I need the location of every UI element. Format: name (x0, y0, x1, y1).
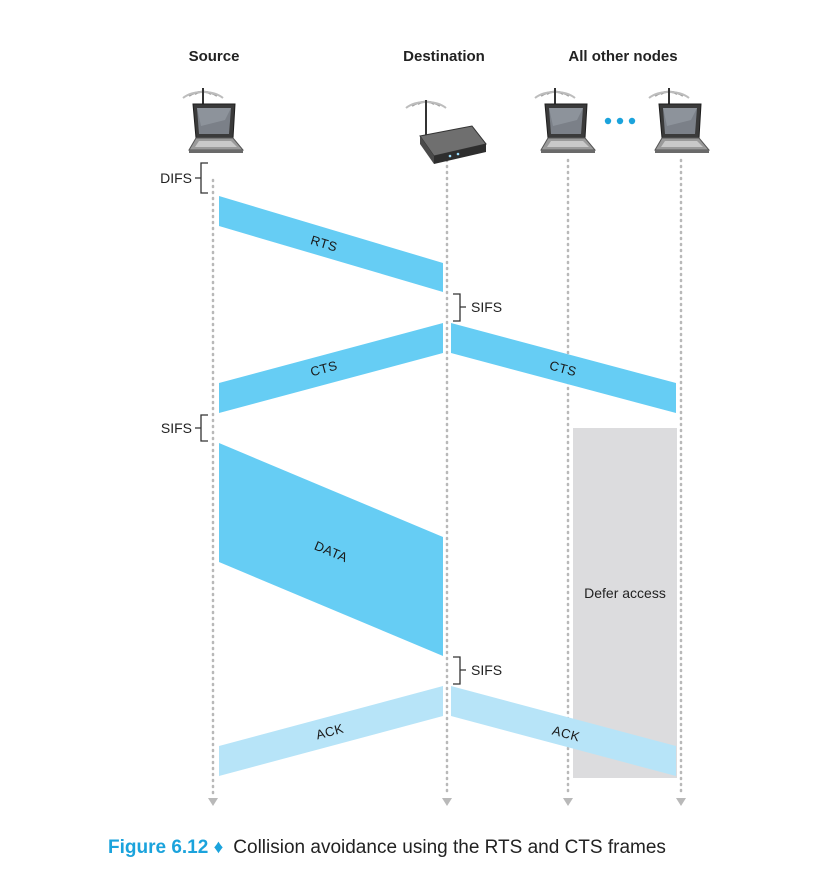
cts-label-others: CTS (548, 358, 578, 380)
defer-access-region (573, 428, 677, 778)
timeline-other-node-1 (563, 158, 573, 806)
sifs-label-destination-2: SIFS (471, 662, 502, 678)
ellipsis-icon (604, 117, 636, 125)
ack-label-source: ACK (314, 721, 345, 743)
figure-caption: Figure 6.12 ♦ Collision avoidance using … (108, 837, 666, 858)
figure-number: Figure 6.12 ♦ (108, 837, 224, 858)
cts-frame-to-others (451, 323, 676, 413)
ack-label-others: ACK (551, 723, 582, 745)
sifs-bracket-source (195, 414, 208, 442)
ack-frame-to-others (451, 686, 676, 776)
data-frame (219, 443, 443, 656)
destination-label: Destination (403, 48, 485, 65)
difs-bracket (195, 162, 208, 194)
source-laptop-icon (183, 88, 243, 153)
source-label: Source (189, 48, 240, 65)
cts-frame-to-source (219, 323, 443, 413)
access-point-icon (405, 100, 487, 164)
sifs-label-destination-1: SIFS (471, 299, 502, 315)
figure-caption-text: Collision avoidance using the RTS and CT… (233, 837, 666, 858)
other-node-laptop-icon-2 (649, 88, 709, 153)
sifs-bracket-destination-2 (453, 656, 466, 685)
rts-frame (219, 196, 443, 292)
ack-frame-to-source (219, 686, 443, 776)
defer-access-label: Defer access (584, 585, 666, 601)
other-node-laptop-icon-1 (535, 88, 595, 153)
sifs-bracket-destination-1 (453, 293, 466, 322)
timeline-destination (442, 158, 452, 806)
difs-label: DIFS (160, 170, 192, 186)
cts-label-source: CTS (309, 358, 339, 380)
timeline-other-node-2 (676, 158, 686, 806)
sifs-label-source: SIFS (161, 420, 192, 436)
timeline-source (208, 178, 218, 806)
others-label: All other nodes (568, 48, 677, 65)
